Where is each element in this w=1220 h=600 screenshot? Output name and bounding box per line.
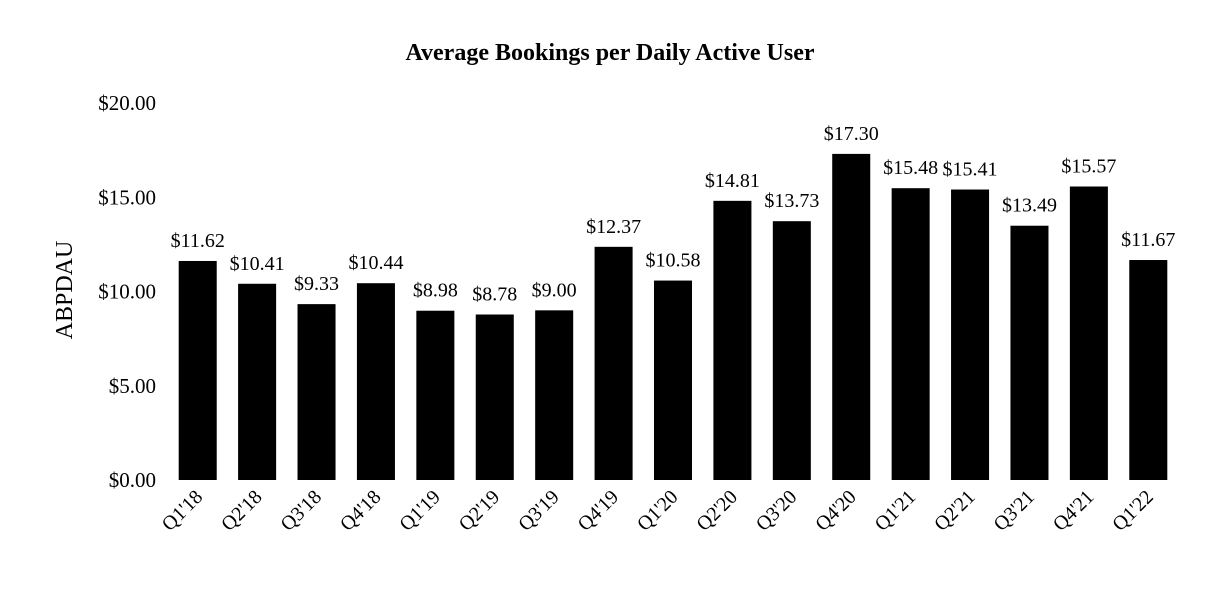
y-tick-label: $20.00 [98, 91, 156, 115]
data-label: $13.49 [1002, 195, 1057, 217]
x-tick-label: Q3'21 [989, 486, 1039, 536]
bars-group [178, 153, 1168, 481]
bar [832, 153, 871, 480]
x-tick-label: Q4'18 [336, 486, 386, 536]
x-tick-label: Q2'21 [930, 486, 980, 536]
bar [416, 310, 455, 480]
data-label: $12.37 [586, 216, 641, 238]
bar [891, 188, 930, 480]
data-label: $10.41 [230, 253, 285, 275]
data-label: $15.57 [1061, 156, 1116, 178]
bar [951, 189, 990, 481]
x-tick-label: Q1'20 [633, 486, 683, 536]
bar [772, 221, 811, 480]
bar [713, 200, 752, 481]
data-label: $17.30 [824, 123, 879, 145]
x-tick-label: Q1'18 [158, 486, 208, 536]
y-tick-label: $10.00 [98, 280, 156, 304]
x-tick-label: Q3'20 [752, 486, 802, 536]
x-axis-ticks: Q1'18 Q2'18 Q3'18 Q4'18 Q1'19 Q2'19 Q3'19 Q4'19… [158, 486, 1158, 536]
bar [475, 314, 514, 480]
data-label: $14.81 [705, 170, 760, 192]
y-tick-label: $0.00 [109, 468, 156, 492]
bar [356, 283, 395, 480]
x-tick-label: Q3'19 [514, 486, 564, 536]
x-tick-label: Q2'18 [217, 486, 267, 536]
data-label: $8.98 [413, 280, 458, 302]
y-axis-ticks: $0.00 $5.00 $10.00 $15.00 $20.00 [98, 91, 156, 492]
data-label: $15.48 [883, 157, 938, 179]
bar [594, 246, 633, 480]
x-tick-label: Q4'21 [1049, 486, 1099, 536]
data-label: $10.58 [646, 250, 701, 272]
x-tick-label: Q4'19 [574, 486, 624, 536]
data-label: $15.41 [943, 159, 998, 181]
x-tick-label: Q3'18 [277, 486, 327, 536]
data-label: $9.00 [532, 279, 577, 301]
bar [297, 304, 336, 480]
bar [1069, 186, 1108, 480]
x-tick-label: Q1'22 [1108, 486, 1158, 536]
bar [653, 280, 693, 480]
data-label: $11.67 [1121, 229, 1175, 251]
data-label: $13.73 [764, 190, 819, 212]
y-tick-label: $15.00 [98, 185, 156, 209]
x-tick-label: Q1'21 [871, 486, 921, 536]
bar [238, 283, 277, 480]
data-labels-group: $11.62$10.41 $9.33 $10.44 $8.98 $8.78 $9.00 $1… [171, 123, 1176, 306]
data-label: $9.33 [294, 273, 339, 295]
data-label: $11.62 [171, 230, 225, 252]
x-tick-label: Q2'20 [692, 486, 742, 536]
bar [178, 260, 217, 480]
x-tick-label: Q2'19 [455, 486, 505, 536]
data-label: $8.78 [472, 283, 517, 305]
bar [535, 310, 574, 480]
bar [1010, 225, 1049, 480]
data-label: $10.44 [348, 252, 403, 274]
y-axis-label: ABPDAU [52, 241, 78, 340]
x-tick-label: Q1'19 [395, 486, 445, 536]
bar [1129, 260, 1168, 480]
x-tick-label: Q4'20 [811, 486, 861, 536]
chart-title: Average Bookings per Daily Active User [405, 40, 814, 66]
y-tick-label: $5.00 [109, 374, 156, 398]
